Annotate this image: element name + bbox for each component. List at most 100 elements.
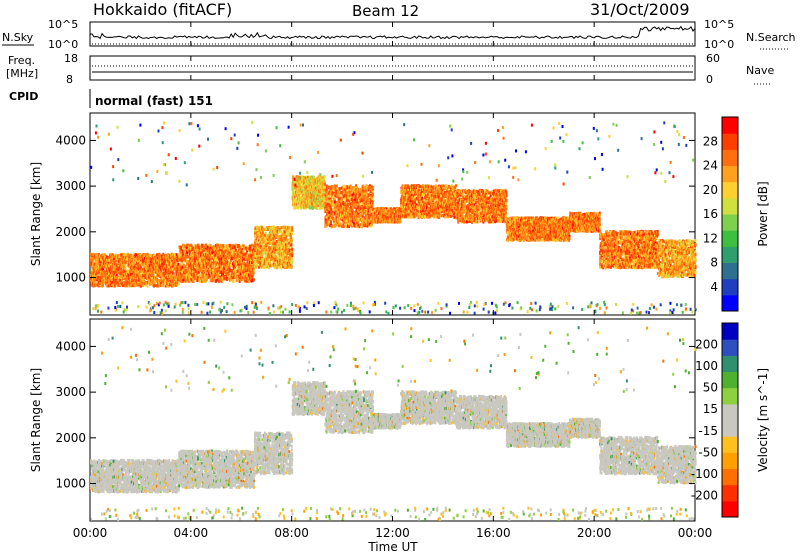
power-cell — [180, 260, 183, 264]
power-cell — [269, 264, 272, 268]
power-cell — [211, 253, 214, 256]
power-cell — [241, 277, 244, 281]
power-cell — [198, 259, 201, 263]
power-cell — [221, 249, 224, 253]
power-cell — [266, 257, 269, 261]
power-cell — [213, 275, 216, 278]
power-cell — [263, 227, 266, 231]
power-cell — [158, 279, 161, 283]
power-cell — [182, 274, 184, 278]
power-cell — [95, 269, 97, 273]
power-cell — [193, 276, 196, 280]
power-cell — [138, 272, 141, 276]
power-cell — [108, 261, 111, 265]
power-cell — [206, 252, 209, 256]
power-cell — [280, 229, 283, 233]
power-cell — [251, 259, 254, 263]
power-cell — [183, 267, 186, 271]
power-cell — [219, 258, 222, 262]
power-cell — [272, 248, 275, 252]
power-cell — [215, 257, 218, 261]
power-cell — [218, 254, 221, 258]
power-cell — [135, 274, 137, 277]
power-cell — [169, 283, 171, 287]
power-cell — [221, 273, 224, 277]
power-cell — [181, 277, 184, 281]
power-cell — [203, 270, 206, 274]
power-cell — [202, 266, 205, 270]
power-cell — [155, 269, 158, 272]
power-cell — [195, 254, 197, 258]
power-cell — [213, 265, 216, 269]
power-cell — [267, 244, 270, 248]
power-cell — [150, 275, 153, 279]
power-cell — [276, 232, 279, 236]
power-cell — [152, 260, 155, 264]
power-cell — [169, 261, 171, 265]
power-cell — [217, 252, 220, 256]
power-cell — [109, 259, 112, 263]
power-cell — [111, 272, 113, 276]
power-cell — [216, 261, 219, 265]
power-cell — [129, 263, 132, 266]
power-cell — [195, 261, 198, 265]
power-cell — [290, 239, 293, 242]
power-cell — [191, 262, 194, 265]
power-cell — [222, 246, 225, 250]
power-cell — [223, 266, 226, 270]
power-cell — [93, 276, 96, 280]
nave-label: Nave — [746, 64, 774, 77]
cpid-panel: CPID normal (fast) 151 — [9, 89, 213, 108]
power-cell — [99, 278, 102, 282]
power-cell — [193, 250, 196, 254]
power-cell — [238, 270, 241, 274]
power-cell — [156, 253, 158, 257]
power-cell — [263, 260, 266, 264]
power-cell — [153, 254, 156, 258]
power-cell — [264, 238, 267, 242]
power-cell — [249, 251, 252, 255]
power-cell — [152, 272, 155, 276]
power-cell — [136, 271, 139, 275]
power-cell — [187, 268, 190, 272]
power-cell — [253, 261, 256, 265]
power-cell — [116, 281, 119, 285]
power-cell — [131, 264, 134, 268]
power-cell — [99, 273, 102, 277]
power-cell — [114, 279, 117, 283]
power-cell — [181, 270, 184, 274]
power-cell — [151, 270, 154, 274]
power-cell — [239, 272, 242, 276]
power-cell — [114, 277, 117, 281]
power-cell — [171, 270, 174, 274]
power-cell — [242, 266, 245, 270]
power-cell — [135, 261, 138, 265]
power-cell — [215, 278, 218, 282]
power-cell — [219, 248, 222, 252]
power-cell — [274, 266, 277, 270]
power-cell — [181, 267, 184, 271]
power-cell — [184, 265, 187, 269]
power-cell — [160, 260, 163, 264]
power-cell — [188, 251, 191, 255]
power-cell — [253, 240, 256, 244]
power-cell — [135, 283, 137, 287]
power-cell — [223, 277, 226, 281]
power-cell — [229, 263, 232, 267]
power-cell — [240, 274, 243, 278]
power-cell — [137, 270, 140, 274]
power-cell — [108, 253, 111, 257]
power-cell — [106, 269, 109, 273]
power-cell — [246, 269, 249, 273]
power-cell — [261, 262, 263, 266]
power-cell — [282, 238, 284, 242]
power-cell — [280, 260, 283, 264]
power-cell — [261, 231, 264, 235]
power-cell — [234, 248, 237, 252]
power-cell — [123, 255, 126, 259]
power-cell — [127, 282, 130, 286]
power-cell — [148, 261, 151, 265]
power-cell — [160, 274, 163, 277]
power-cell — [334, 224, 337, 228]
cpid-label: CPID — [9, 90, 38, 103]
